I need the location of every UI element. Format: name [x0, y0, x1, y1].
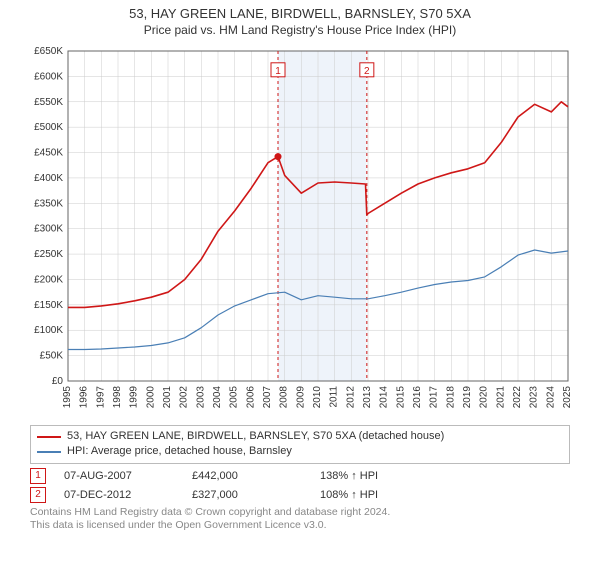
svg-text:2005: 2005 [229, 386, 240, 409]
legend-row: HPI: Average price, detached house, Barn… [37, 444, 563, 459]
marker-badge: 1 [30, 468, 46, 484]
svg-text:2006: 2006 [245, 386, 256, 409]
marker-hpi: 108% ↑ HPI [320, 489, 430, 501]
license-text: Contains HM Land Registry data © Crown c… [30, 506, 570, 532]
svg-text:2018: 2018 [445, 386, 456, 409]
svg-text:£650K: £650K [34, 46, 63, 57]
svg-text:£600K: £600K [34, 71, 63, 82]
svg-text:£200K: £200K [34, 274, 63, 285]
marker-row: 2 07-DEC-2012 £327,000 108% ↑ HPI [30, 487, 570, 503]
svg-text:2011: 2011 [329, 386, 340, 408]
svg-text:1996: 1996 [79, 386, 90, 409]
svg-text:£250K: £250K [34, 249, 63, 260]
svg-text:£400K: £400K [34, 173, 63, 184]
svg-text:1: 1 [275, 66, 281, 77]
svg-text:2025: 2025 [562, 386, 573, 409]
svg-text:1995: 1995 [62, 386, 73, 409]
line-chart: £0 £50K £100K £150K £200K £250K £300K £350K £400… [20, 41, 580, 421]
svg-text:2017: 2017 [429, 386, 440, 409]
marker-date: 07-DEC-2012 [64, 489, 174, 501]
svg-text:1999: 1999 [129, 386, 140, 409]
marker-badge: 2 [30, 487, 46, 503]
license-line: Contains HM Land Registry data © Crown c… [30, 506, 570, 519]
svg-text:1997: 1997 [95, 386, 106, 409]
svg-text:£0: £0 [52, 376, 64, 387]
legend-row: 53, HAY GREEN LANE, BIRDWELL, BARNSLEY, … [37, 429, 563, 444]
svg-text:2001: 2001 [162, 386, 173, 409]
svg-text:2010: 2010 [312, 386, 323, 409]
marker-hpi: 138% ↑ HPI [320, 470, 430, 482]
license-line: This data is licensed under the Open Gov… [30, 519, 570, 532]
marker-price: £442,000 [192, 470, 302, 482]
svg-text:1998: 1998 [112, 386, 123, 409]
svg-text:2009: 2009 [295, 386, 306, 409]
svg-text:£350K: £350K [34, 198, 63, 209]
svg-text:2003: 2003 [195, 386, 206, 409]
svg-text:2012: 2012 [345, 386, 356, 409]
svg-text:2002: 2002 [179, 386, 190, 409]
svg-text:£500K: £500K [34, 122, 63, 133]
svg-text:£50K: £50K [40, 351, 64, 362]
svg-text:2023: 2023 [529, 386, 540, 409]
legend-swatch [37, 451, 61, 453]
svg-text:£550K: £550K [34, 97, 63, 108]
svg-text:2024: 2024 [545, 386, 556, 409]
svg-text:2004: 2004 [212, 386, 223, 409]
legend-swatch [37, 436, 61, 438]
svg-text:2007: 2007 [262, 386, 273, 409]
svg-text:2021: 2021 [495, 386, 506, 409]
svg-text:2014: 2014 [379, 386, 390, 409]
legend-label: 53, HAY GREEN LANE, BIRDWELL, BARNSLEY, … [67, 429, 444, 444]
marker-price: £327,000 [192, 489, 302, 501]
svg-text:2013: 2013 [362, 386, 373, 409]
svg-text:£150K: £150K [34, 300, 63, 311]
marker-row: 1 07-AUG-2007 £442,000 138% ↑ HPI [30, 468, 570, 484]
legend-label: HPI: Average price, detached house, Barn… [67, 444, 292, 459]
svg-text:2: 2 [364, 66, 370, 77]
svg-text:2019: 2019 [462, 386, 473, 409]
svg-text:2022: 2022 [512, 386, 523, 409]
svg-text:2015: 2015 [395, 386, 406, 409]
marker-date: 07-AUG-2007 [64, 470, 174, 482]
page-subtitle: Price paid vs. HM Land Registry's House … [0, 23, 600, 37]
svg-text:2016: 2016 [412, 386, 423, 409]
svg-text:2020: 2020 [479, 386, 490, 409]
chart-area: £0 £50K £100K £150K £200K £250K £300K £350K £400… [20, 41, 580, 421]
legend: 53, HAY GREEN LANE, BIRDWELL, BARNSLEY, … [30, 425, 570, 464]
svg-text:£450K: £450K [34, 148, 63, 159]
markers-table: 1 07-AUG-2007 £442,000 138% ↑ HPI 2 07-D… [30, 468, 570, 503]
svg-text:2008: 2008 [279, 386, 290, 409]
page-title: 53, HAY GREEN LANE, BIRDWELL, BARNSLEY, … [0, 6, 600, 21]
svg-text:2000: 2000 [145, 386, 156, 409]
svg-text:£100K: £100K [34, 325, 63, 336]
svg-text:£300K: £300K [34, 224, 63, 235]
